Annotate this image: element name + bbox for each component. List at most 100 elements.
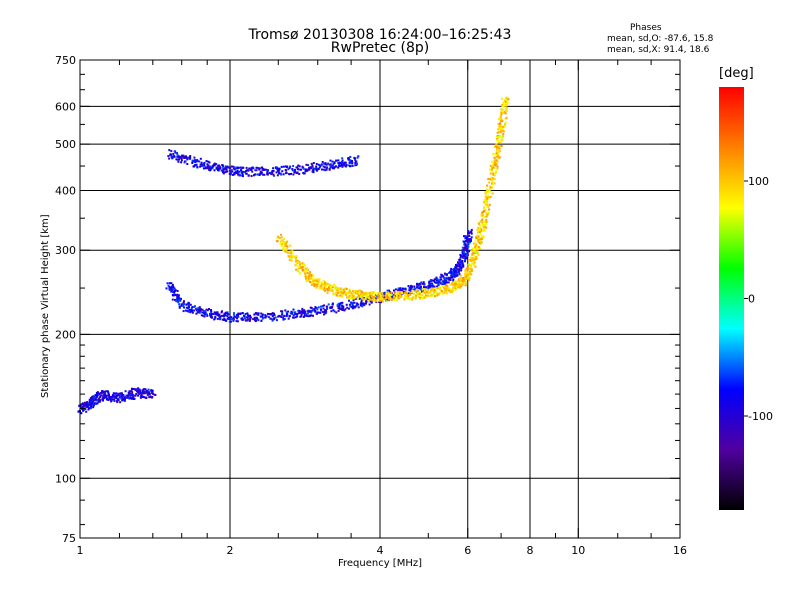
echo-point <box>477 235 480 238</box>
echo-point <box>186 303 189 305</box>
echo-point <box>176 290 179 292</box>
echo-point <box>205 160 208 163</box>
echo-point <box>86 404 89 407</box>
echo-point <box>148 391 150 394</box>
echo-point <box>316 308 319 311</box>
echo-point <box>330 306 333 309</box>
echo-point <box>232 319 235 322</box>
echo-point <box>423 291 426 294</box>
echo-point <box>257 319 260 322</box>
echo-point <box>438 292 441 295</box>
echo-point <box>235 320 238 323</box>
echo-point <box>139 395 142 398</box>
echo-point <box>480 229 483 232</box>
echo-point <box>474 245 477 247</box>
echo-point <box>354 296 356 299</box>
echo-point <box>414 296 417 298</box>
echo-point <box>445 287 448 290</box>
echo-point <box>303 271 306 274</box>
echo-point <box>114 395 117 398</box>
echo-point <box>433 290 435 293</box>
echo-point <box>312 169 315 172</box>
echo-point <box>452 274 455 277</box>
echo-point <box>307 164 309 167</box>
echo-point <box>491 182 494 185</box>
echo-point <box>477 231 479 234</box>
echo-point <box>337 302 340 305</box>
echo-point <box>337 288 340 291</box>
echo-point <box>350 160 353 163</box>
x-tick-label: 6 <box>464 544 471 557</box>
echo-point <box>254 173 257 176</box>
echo-point <box>485 220 488 223</box>
echo-point <box>467 240 470 243</box>
echo-point <box>355 160 358 163</box>
echo-point <box>502 125 505 128</box>
echo-point <box>499 117 502 120</box>
echo-point <box>221 166 224 169</box>
echo-point <box>484 192 487 195</box>
echo-point <box>496 131 499 134</box>
echo-point <box>417 285 420 288</box>
echo-point <box>443 287 446 290</box>
echo-point <box>357 292 359 295</box>
echo-point <box>416 283 419 286</box>
echo-point <box>334 292 337 295</box>
echo-point <box>241 170 244 173</box>
echo-point <box>103 396 106 398</box>
echo-point <box>119 401 122 404</box>
echo-point <box>89 405 92 408</box>
echo-point <box>300 311 303 314</box>
echo-point <box>325 167 328 170</box>
echo-point <box>440 274 443 276</box>
echo-point <box>244 171 246 174</box>
echo-point <box>288 255 291 258</box>
echo-point <box>494 153 497 155</box>
echo-point <box>315 165 318 168</box>
echo-point <box>275 171 278 174</box>
echo-point <box>442 275 445 278</box>
echo-point <box>116 394 119 397</box>
echo-point <box>310 314 313 317</box>
echo-point <box>325 309 327 312</box>
echo-point <box>356 162 359 165</box>
echo-point <box>422 296 425 299</box>
echo-point <box>299 266 302 269</box>
echo-point <box>240 317 243 320</box>
echo-point <box>356 156 359 159</box>
echo-point <box>139 396 142 399</box>
echo-point <box>381 300 384 303</box>
echo-point <box>439 291 442 293</box>
echo-point <box>280 173 283 176</box>
echo-point <box>445 288 448 291</box>
echo-point <box>373 296 376 298</box>
echo-point <box>186 158 189 161</box>
echo-point <box>451 271 454 274</box>
echo-point <box>313 167 316 170</box>
echo-point <box>452 283 455 286</box>
echo-point <box>335 311 338 314</box>
echo-point <box>319 308 322 311</box>
echo-point <box>103 391 106 394</box>
echo-point <box>500 118 503 121</box>
echo-point <box>151 391 153 394</box>
echo-point <box>190 307 193 310</box>
echo-point <box>244 317 246 320</box>
echo-point <box>237 315 240 318</box>
echo-point <box>281 243 283 246</box>
echo-point <box>292 316 295 319</box>
echo-point <box>399 292 401 295</box>
echo-point <box>249 316 252 319</box>
echo-point <box>310 307 313 309</box>
echo-point <box>396 298 399 301</box>
echo-point <box>147 388 150 391</box>
echo-point <box>487 177 490 180</box>
echo-point <box>200 314 203 317</box>
echo-point <box>282 241 285 244</box>
echo-point <box>493 174 496 177</box>
echo-point <box>300 315 303 318</box>
echo-point <box>298 264 301 267</box>
echo-point <box>446 277 449 280</box>
echo-point <box>351 303 354 306</box>
echo-point <box>267 316 270 319</box>
